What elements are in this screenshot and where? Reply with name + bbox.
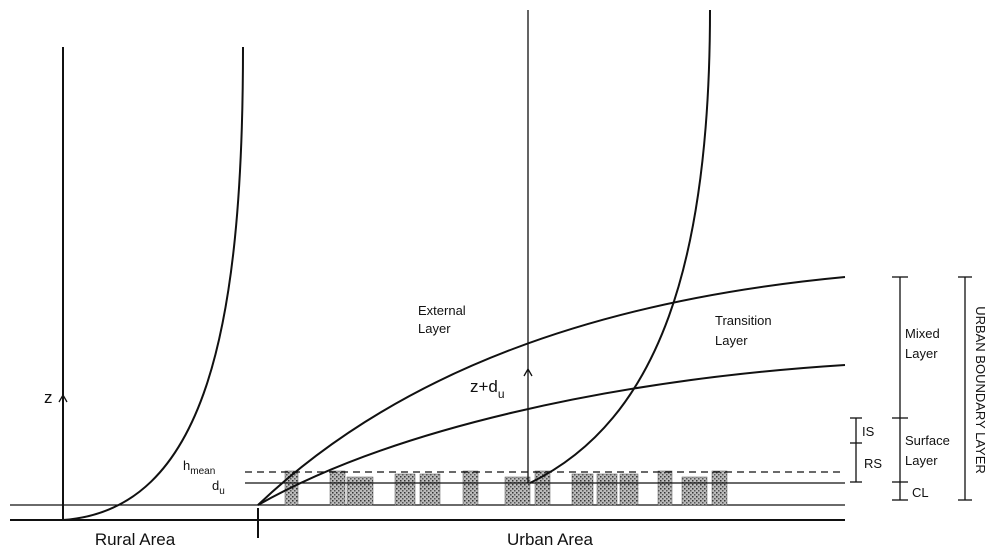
profiles xyxy=(59,10,845,520)
surface-layer-label: Layer xyxy=(905,453,938,468)
cl-label: CL xyxy=(912,485,929,500)
du-label: du xyxy=(212,478,225,497)
h-mean-label: hmean xyxy=(183,458,215,477)
mixed-layer-label: Mixed xyxy=(905,326,940,341)
urban-area-label: Urban Area xyxy=(507,530,594,549)
rs-label: RS xyxy=(864,456,882,471)
h-mean-base: h xyxy=(183,458,190,473)
transition-layer-label: Layer xyxy=(715,333,748,348)
z-label: z xyxy=(44,388,53,407)
external-layer-label: Layer xyxy=(418,321,451,336)
diagram: Rural Area Urban Area z z+du hmean du Ex… xyxy=(0,0,986,551)
z-du-sub: u xyxy=(498,387,505,401)
h-mean-sub: mean xyxy=(190,466,215,477)
mixed-layer-label: Layer xyxy=(905,346,938,361)
buildings xyxy=(285,471,727,505)
z-du-label: z+du xyxy=(470,377,505,401)
external-layer-label: External xyxy=(418,303,466,318)
du-base: d xyxy=(212,478,219,493)
rural-area-label: Rural Area xyxy=(95,530,176,549)
surface-layer-label: Surface xyxy=(905,433,950,448)
transition-layer-label: Transition xyxy=(715,313,772,328)
du-sub: u xyxy=(219,486,225,497)
urban-boundary-layer-label: URBAN BOUNDARY LAYER xyxy=(973,306,986,474)
z-du-base: z+d xyxy=(470,377,498,396)
is-label: IS xyxy=(862,424,875,439)
